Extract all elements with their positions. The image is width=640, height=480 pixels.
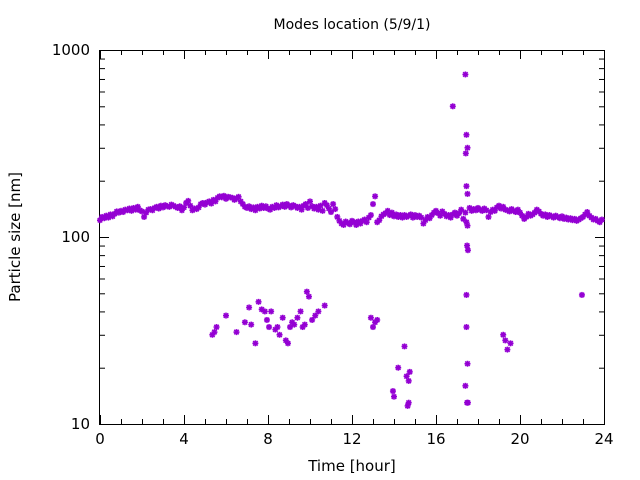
data-point xyxy=(389,388,396,395)
data-point xyxy=(255,298,262,305)
data-point xyxy=(235,193,242,200)
data-point xyxy=(464,247,471,254)
data-point xyxy=(367,212,374,219)
data-point xyxy=(328,209,334,216)
x-tick-label: 0 xyxy=(95,430,105,448)
data-point xyxy=(374,316,381,323)
data-point xyxy=(261,308,268,315)
data-point xyxy=(462,71,469,78)
data-point xyxy=(502,337,509,344)
data-point xyxy=(464,144,471,151)
data-point xyxy=(458,206,465,213)
data-point xyxy=(291,321,298,328)
data-point xyxy=(241,319,248,326)
data-point xyxy=(363,219,370,226)
x-tick-label: 20 xyxy=(510,430,529,448)
data-point xyxy=(462,150,469,157)
data-point xyxy=(391,393,397,400)
data-point xyxy=(309,316,316,323)
y-tick-label: 100 xyxy=(61,228,90,246)
data-point xyxy=(246,304,253,311)
data-point xyxy=(403,373,410,380)
data-point xyxy=(266,324,273,331)
y-axis-label: Particle size [nm] xyxy=(6,172,24,302)
data-point xyxy=(211,329,218,336)
x-tick-label: 12 xyxy=(342,430,361,448)
data-point xyxy=(405,377,412,384)
data-point xyxy=(185,197,192,204)
data-point xyxy=(463,324,470,331)
data-point xyxy=(284,340,291,347)
data-point xyxy=(317,202,324,209)
data-point xyxy=(305,293,312,300)
x-tick-label: 24 xyxy=(594,430,613,448)
x-axis-label: Time [hour] xyxy=(307,457,396,475)
data-point xyxy=(332,206,339,213)
data-point xyxy=(319,207,326,214)
x-tick-label: 4 xyxy=(179,430,189,448)
data-point xyxy=(294,314,301,321)
data-point xyxy=(307,198,313,205)
plot-frame xyxy=(99,50,605,425)
data-point xyxy=(248,321,255,328)
x-tick-label: 8 xyxy=(263,430,273,448)
data-point xyxy=(466,204,473,211)
data-point xyxy=(274,324,281,331)
data-point xyxy=(370,324,376,331)
data-point xyxy=(233,329,240,336)
data-point xyxy=(500,331,507,338)
data-point xyxy=(223,312,229,319)
y-tick-label: 10 xyxy=(71,415,90,433)
data-point xyxy=(485,213,492,220)
data-point xyxy=(263,316,270,323)
data-point xyxy=(252,340,259,347)
data-point xyxy=(462,382,469,389)
axis-ticks xyxy=(100,50,605,425)
data-point xyxy=(297,308,304,315)
data-point xyxy=(463,183,470,190)
data-point xyxy=(463,131,470,138)
data-point xyxy=(598,216,605,223)
data-point xyxy=(463,291,470,298)
data-point xyxy=(372,193,379,200)
data-point xyxy=(401,343,408,350)
data-point xyxy=(504,346,511,353)
data-point xyxy=(464,222,471,229)
data-point xyxy=(578,291,585,298)
data-point xyxy=(187,202,194,209)
data-point xyxy=(268,308,275,315)
data-point xyxy=(464,242,471,249)
data-point xyxy=(464,190,471,197)
x-tick-label: 16 xyxy=(426,430,445,448)
data-point xyxy=(464,399,471,406)
data-point xyxy=(279,314,286,321)
data-point xyxy=(449,103,456,110)
data-point xyxy=(330,201,337,208)
data-point xyxy=(367,314,374,321)
data-point xyxy=(213,324,220,331)
data-point xyxy=(404,402,411,409)
data-point xyxy=(298,206,305,213)
data-point xyxy=(315,308,322,315)
data-point xyxy=(418,214,425,221)
data-point xyxy=(406,368,413,375)
data-points xyxy=(97,71,605,409)
data-point xyxy=(370,201,376,208)
data-point xyxy=(301,321,308,328)
data-point xyxy=(464,360,471,367)
data-point xyxy=(462,209,469,216)
data-point xyxy=(303,288,310,295)
data-point xyxy=(395,364,402,371)
data-point xyxy=(287,324,294,331)
y-tick-label: 1000 xyxy=(52,41,90,59)
tick-labels: 0 4 8 12 16 20 24 10 100 1000 xyxy=(52,41,614,448)
data-point xyxy=(507,340,514,347)
chart-title: Modes location (5/9/1) xyxy=(274,17,431,33)
data-point xyxy=(276,331,283,338)
data-point xyxy=(321,302,328,309)
